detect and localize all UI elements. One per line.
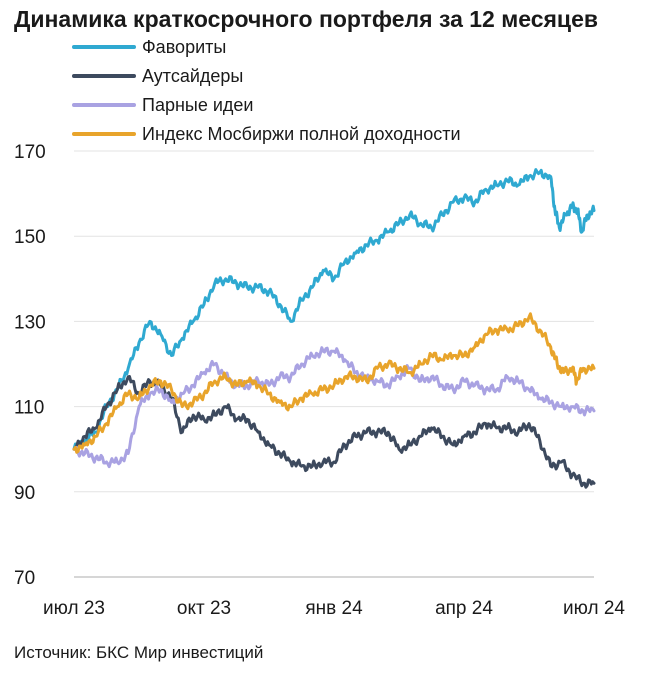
legend-label: Аутсайдеры xyxy=(142,66,243,86)
y-tick-label: 130 xyxy=(14,312,46,333)
legend: Фавориты Аутсайдеры Парные идеи Индекс Мосб… xyxy=(72,37,461,144)
y-tick-label: 170 xyxy=(14,142,46,163)
x-tick-label: окт 23 xyxy=(177,598,231,619)
source-note: Источник: БКС Мир инвестиций xyxy=(14,643,263,662)
y-tick-label: 150 xyxy=(14,227,46,248)
y-tick-label: 70 xyxy=(14,568,35,589)
x-tick-label: июл 23 xyxy=(43,598,105,619)
legend-label: Фавориты xyxy=(142,37,226,57)
y-tick-label: 110 xyxy=(14,398,44,419)
x-axis: июл 23 окт 23 янв 24 апр 24 июл 24 xyxy=(43,598,625,619)
x-tick-label: апр 24 xyxy=(435,598,493,619)
series-line xyxy=(72,346,596,469)
x-tick-label: июл 24 xyxy=(563,598,625,619)
y-axis: 70 90 110 130 150 170 xyxy=(14,142,46,589)
series-lines xyxy=(72,168,596,489)
grid-lines xyxy=(74,150,594,578)
chart-title: Динамика краткосрочного портфеля за 12 м… xyxy=(14,6,598,32)
legend-label: Парные идеи xyxy=(142,95,253,115)
y-tick-label: 90 xyxy=(14,483,35,504)
series-line xyxy=(72,168,596,451)
x-tick-label: янв 24 xyxy=(305,598,363,619)
legend-label: Индекс Мосбиржи полной доходности xyxy=(142,124,461,144)
series-line xyxy=(72,312,596,454)
